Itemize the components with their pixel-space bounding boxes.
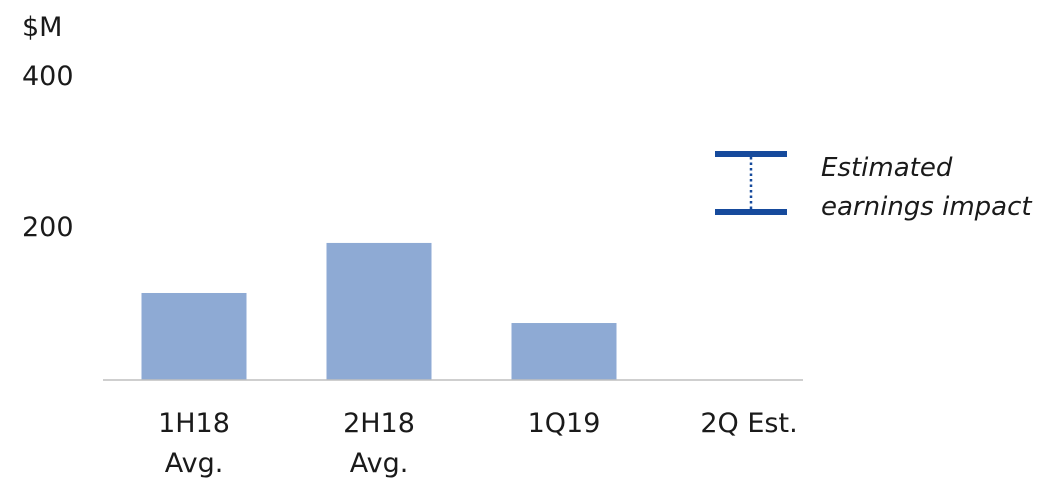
legend-label-line-1: Estimated	[821, 153, 953, 183]
category-label: 2Q Est.	[700, 408, 797, 439]
bar-1q19	[511, 323, 617, 380]
category-label: Avg.	[165, 448, 224, 478]
legend: Estimated earnings impact	[715, 151, 1032, 222]
category-labels: 1H18 Avg. 2H18 Avg. 1Q19 2Q Est.	[158, 408, 798, 478]
y-tick-400: 400	[22, 61, 74, 92]
category-label: 1Q19	[528, 408, 601, 439]
category-label: 2H18	[343, 408, 415, 439]
legend-label-line-2: earnings impact	[821, 192, 1032, 222]
bar-2h18	[326, 242, 432, 380]
y-unit-label: $M	[22, 12, 62, 43]
range-bracket-icon	[715, 151, 787, 215]
bar-1h18	[141, 292, 247, 380]
bars-group	[141, 242, 617, 380]
category-label: 1H18	[158, 408, 230, 439]
category-label: Avg.	[350, 448, 409, 478]
y-tick-200: 200	[22, 212, 74, 243]
